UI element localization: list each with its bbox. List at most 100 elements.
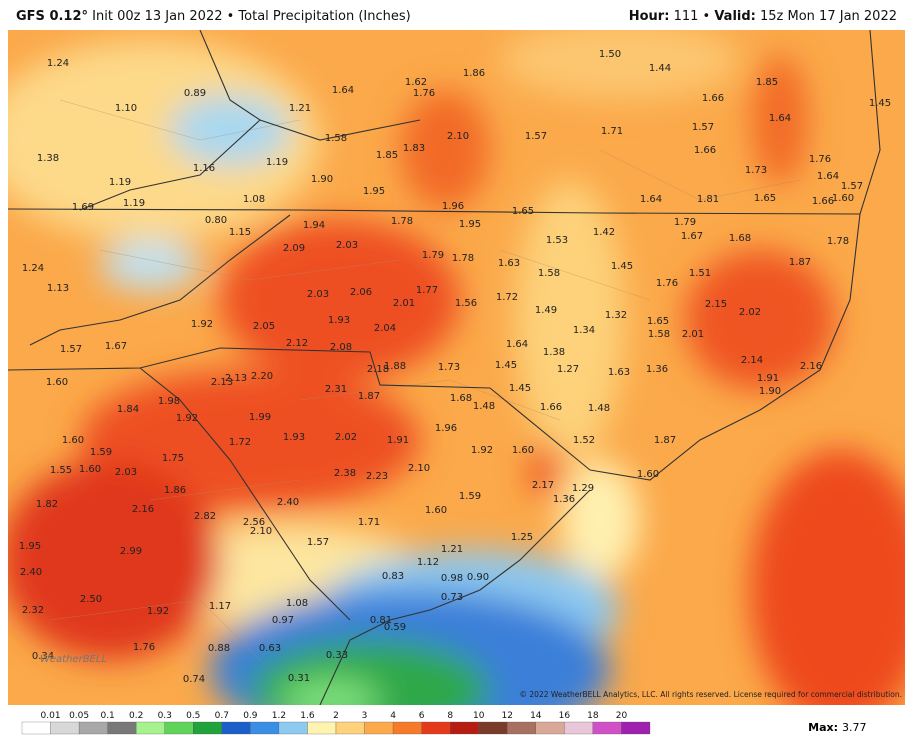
legend-tick-label: 1.2 <box>272 711 286 721</box>
value-label: 0.88 <box>208 643 230 654</box>
value-label: 2.10 <box>408 463 430 474</box>
value-label: 1.86 <box>463 68 485 79</box>
precip-field <box>8 30 905 705</box>
value-label: 1.32 <box>605 310 627 321</box>
legend-swatch <box>478 721 508 735</box>
value-label: 1.95 <box>363 186 385 197</box>
value-label: 0.83 <box>382 571 404 582</box>
value-label: 1.19 <box>123 198 145 209</box>
value-label: 1.90 <box>311 174 333 185</box>
value-label: 1.98 <box>158 396 180 407</box>
value-label: 1.64 <box>640 194 662 205</box>
value-label: 1.88 <box>384 361 406 372</box>
value-label: 1.66 <box>694 145 716 156</box>
header-left: GFS 0.12° Init 00z 13 Jan 2022 • Total P… <box>16 9 411 24</box>
value-label: 1.92 <box>147 606 169 617</box>
value-label: 1.73 <box>438 362 460 373</box>
legend-swatch <box>564 721 594 735</box>
value-label: 1.63 <box>498 258 520 269</box>
legend-tick-label: 12 <box>502 711 513 721</box>
value-label: 2.03 <box>336 240 358 251</box>
hour: 111 • <box>674 9 711 24</box>
value-label: 1.76 <box>413 88 435 99</box>
value-label: 1.49 <box>535 305 557 316</box>
value-label: 1.50 <box>599 49 621 60</box>
value-label: 1.34 <box>573 325 595 336</box>
value-label: 2.40 <box>20 567 42 578</box>
logo: WeatherBELL <box>40 654 107 665</box>
legend-tick-label: 14 <box>530 711 542 721</box>
legend-swatch <box>592 721 622 735</box>
value-label: 1.60 <box>512 445 534 456</box>
value-label: 2.15 <box>705 299 727 310</box>
legend-swatch <box>221 721 251 735</box>
value-label: 1.60 <box>832 193 854 204</box>
legend-tick-label: 0.1 <box>100 711 114 721</box>
legend-swatch <box>50 721 80 735</box>
legend-tick-label: 2 <box>333 711 339 721</box>
value-label: 1.36 <box>646 364 668 375</box>
legend-tick-label: 6 <box>419 711 425 721</box>
value-label: 1.64 <box>332 85 354 96</box>
legend-tick-label: 18 <box>587 711 599 721</box>
value-label: 0.74 <box>183 674 205 685</box>
value-label: 1.60 <box>637 469 659 480</box>
value-label: 1.71 <box>358 517 380 528</box>
value-label: 2.09 <box>283 243 305 254</box>
value-label: 1.60 <box>425 505 447 516</box>
value-label: 1.91 <box>387 435 409 446</box>
value-label: 0.80 <box>205 215 227 226</box>
value-label: 2.18 <box>367 364 389 375</box>
max-value: 3.77 <box>842 721 867 734</box>
map <box>8 30 905 705</box>
max-label: Max: <box>808 721 838 734</box>
legend-tick-label: 0.9 <box>243 711 258 721</box>
value-label: 1.42 <box>593 227 615 238</box>
value-label: 1.73 <box>745 165 767 176</box>
value-label: 1.95 <box>459 219 481 230</box>
hour-label: Hour: <box>629 9 670 24</box>
value-label: 2.50 <box>80 594 102 605</box>
value-label: 1.76 <box>809 154 831 165</box>
value-label: 2.20 <box>251 371 273 382</box>
value-label: 2.02 <box>739 307 761 318</box>
legend-swatch <box>136 721 165 735</box>
value-label: 0.34 <box>32 651 54 662</box>
valid-label: Valid: <box>714 9 756 24</box>
value-label: 1.78 <box>827 236 849 247</box>
value-label: 0.63 <box>259 643 281 654</box>
value-label: 1.44 <box>649 63 671 74</box>
value-label: 1.60 <box>46 377 68 388</box>
legend-tick-label: 0.3 <box>158 711 172 721</box>
value-label: 1.76 <box>133 642 155 653</box>
value-label: 1.45 <box>611 261 633 272</box>
legend-swatch <box>621 721 651 735</box>
value-label: 0.31 <box>288 673 310 684</box>
value-label: 1.83 <box>403 143 425 154</box>
value-label: 0.90 <box>467 572 489 583</box>
legend-swatch <box>335 721 365 735</box>
value-label: 2.02 <box>335 432 357 443</box>
value-label: 1.63 <box>608 367 630 378</box>
value-label: 1.84 <box>117 404 139 415</box>
value-label: 1.72 <box>229 437 251 448</box>
value-label: 2.56 <box>243 517 265 528</box>
value-label: 1.87 <box>358 391 380 402</box>
legend-tick-label: 0.7 <box>215 711 229 721</box>
legend-tick-label: 0.05 <box>69 711 89 721</box>
legend-swatch <box>392 721 422 735</box>
header-right: Hour: 111 • Valid: 15z Mon 17 Jan 2022 <box>629 9 897 24</box>
value-label: 2.23 <box>366 471 388 482</box>
value-label: 1.57 <box>841 181 863 192</box>
value-label: 1.58 <box>538 268 560 279</box>
value-label: 1.79 <box>422 250 444 261</box>
value-label: 1.78 <box>391 216 413 227</box>
value-label: 1.66 <box>812 196 834 207</box>
value-label: 1.85 <box>756 77 778 88</box>
model: GFS 0.12° <box>16 9 88 24</box>
value-label: 1.92 <box>471 445 493 456</box>
legend-swatch <box>107 721 137 735</box>
legend-tick-label: 16 <box>559 711 571 721</box>
legend-swatch <box>307 721 337 735</box>
value-label: 1.58 <box>648 329 670 340</box>
